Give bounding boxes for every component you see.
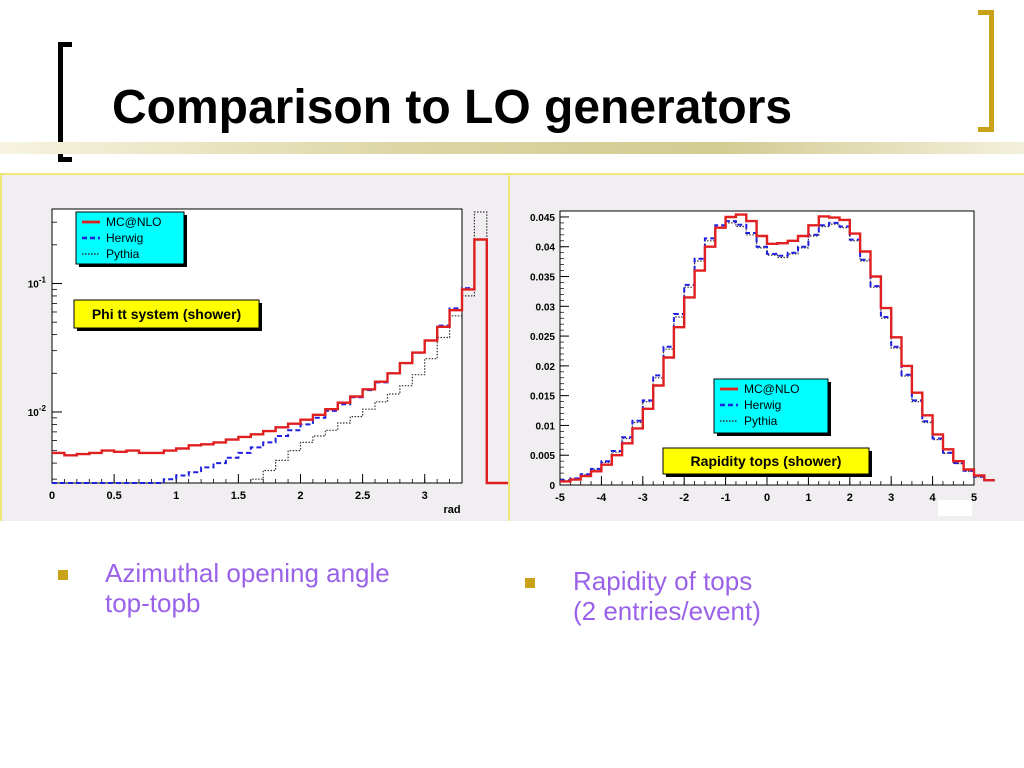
y-tick-label: 0 [549,481,555,492]
legend-label: Herwig [744,398,781,412]
bullet-1-line-2: top-topb [105,588,201,618]
x-tick-label: -4 [597,492,608,504]
right-bracket-decoration [978,10,994,132]
legend-label: Pythia [106,247,140,261]
legend-label: MC@NLO [744,382,800,396]
series-line-pythia [52,211,508,484]
y-tick-label: 0.04 [536,243,556,254]
x-tick-label: 0 [764,492,770,504]
rapidity-histogram-chart: -5 -4 -3 -2 -1 0 1 2 3 4 5 0 0.005 0.01 0.015 0.02 0.025… [510,175,1024,521]
x-tick-label: -5 [555,492,565,504]
x-tick-label: 1.5 [231,490,246,502]
bullet-text-1: Azimuthal opening angle top-topb [105,558,390,618]
left-bracket-decoration [58,42,72,162]
x-tick-label: 3 [422,490,428,502]
chart-panel-rapidity: -5 -4 -3 -2 -1 0 1 2 3 4 5 0 0.005 0.01 0.015 0.02 0.025… [508,173,1024,521]
x-tick-label: 4 [930,492,937,504]
title-underline-rule [0,142,1024,154]
y-tick-label: 10-1 [28,275,47,290]
legend-label: Herwig [106,231,143,245]
series-line-mcnlo [560,213,995,483]
x-tick-label: 3 [888,492,894,504]
slide-title: Comparison to LO generators [112,81,793,134]
x-tick-label: 0.5 [106,490,121,502]
x-tick-label: 5 [971,492,977,504]
x-tick-label: 2 [847,492,853,504]
chart-title: Rapidity tops (shower) [691,453,842,469]
phi-histogram-chart: 0 0.5 1 1.5 2 2.5 3 10-1 10-2 rad MC@NLO Herwig Pyth… [2,175,508,521]
y-tick-label: 0.005 [530,451,555,462]
bullet-text-2: Rapidity of tops (2 entries/event) [573,566,761,626]
y-tick-label: 0.015 [530,392,555,403]
chart-panel-phi: 0 0.5 1 1.5 2 2.5 3 10-1 10-2 rad MC@NLO Herwig Pyth… [0,173,508,521]
x-axis-label: rad [443,504,460,516]
y-tick-label: 0.01 [536,421,556,432]
y-tick-label: 10-2 [28,404,47,419]
y-tick-label: 0.045 [530,213,555,224]
y-tick-label: 0.02 [536,362,556,373]
y-tick-label: 0.03 [536,302,556,313]
x-tick-label: 1 [805,492,811,504]
x-tick-label: -1 [721,492,731,504]
bullet-marker-2 [525,578,535,588]
bullet-1-line-1: Azimuthal opening angle [105,558,390,588]
x-tick-label: -2 [679,492,689,504]
x-tick-label: 1 [173,490,179,502]
legend-label: Pythia [744,414,778,428]
bullet-2-line-1: Rapidity of tops [573,566,753,596]
x-tick-label: -3 [638,492,648,504]
y-tick-label: 0.035 [530,273,555,284]
bullet-2-line-2: (2 entries/event) [573,596,761,626]
series-line-herwig [560,220,995,482]
x-tick-label: 2.5 [355,490,370,502]
white-patch [938,500,972,516]
series-line-mcnlo [52,238,508,485]
chart-title: Phi tt system (shower) [92,306,241,322]
x-tick-label: 2 [297,490,303,502]
bullet-marker-1 [58,570,68,580]
legend-label: MC@NLO [106,215,162,229]
title-box [662,447,870,475]
x-tick-label: 0 [49,490,55,502]
y-tick-label: 0.025 [530,332,555,343]
plot-frame [559,210,975,486]
title-box [73,299,260,329]
